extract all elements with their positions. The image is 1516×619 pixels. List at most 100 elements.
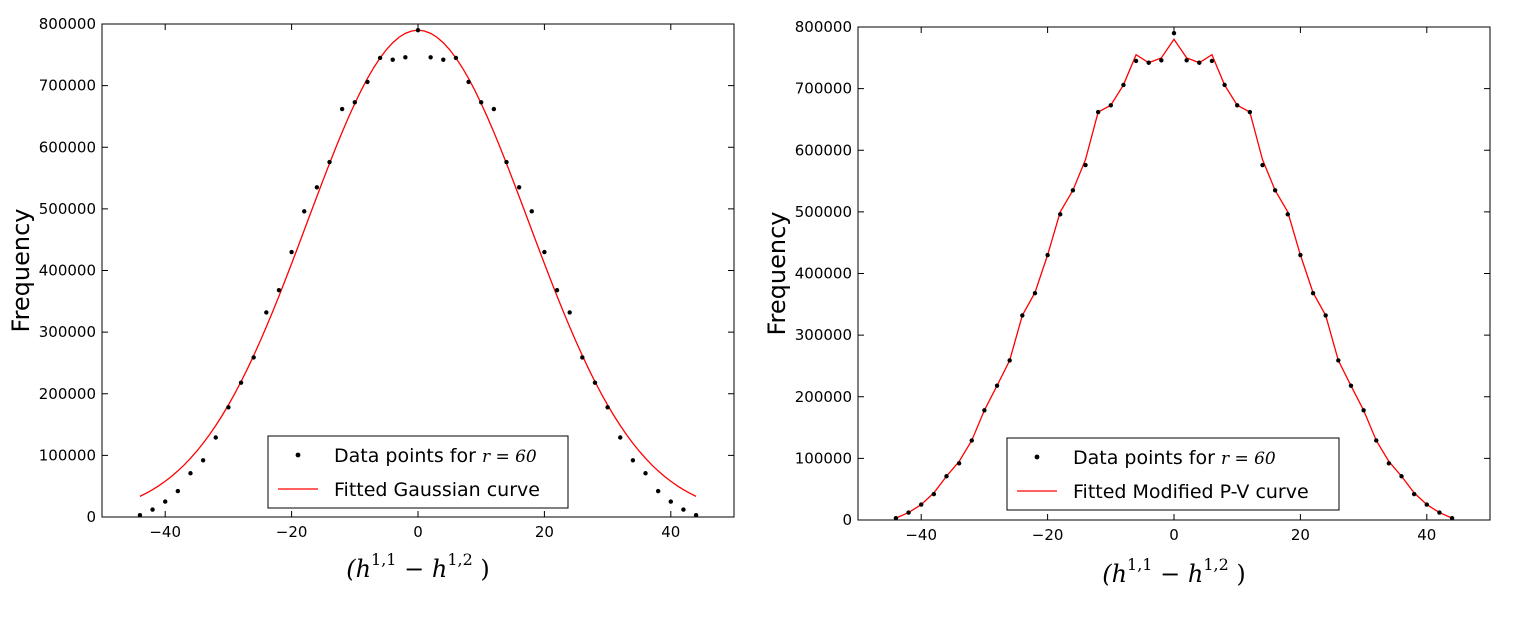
data-point bbox=[1285, 212, 1290, 217]
data-point bbox=[1020, 313, 1025, 318]
data-point bbox=[314, 185, 320, 190]
data-point bbox=[655, 488, 661, 494]
data-point bbox=[1260, 162, 1265, 168]
data-point bbox=[1310, 291, 1316, 296]
y-tick-label: 600000 bbox=[795, 141, 852, 159]
legend-label: Fitted Gaussian curve bbox=[334, 479, 540, 501]
x-tick-label: −40 bbox=[149, 523, 181, 541]
y-tick-label: 100000 bbox=[39, 446, 96, 464]
data-point bbox=[919, 502, 924, 507]
data-point bbox=[1399, 474, 1404, 479]
data-point bbox=[377, 55, 383, 61]
data-point bbox=[390, 57, 395, 62]
data-point bbox=[1121, 82, 1126, 88]
data-point bbox=[428, 55, 433, 60]
data-point bbox=[339, 106, 345, 112]
data-point bbox=[1222, 82, 1227, 88]
y-tick-label: 800000 bbox=[795, 18, 852, 36]
data-point bbox=[175, 488, 181, 494]
y-tick-label: 700000 bbox=[795, 80, 852, 98]
x-tick-label: −20 bbox=[1032, 526, 1064, 544]
data-point bbox=[1374, 438, 1379, 443]
data-point bbox=[1108, 103, 1114, 108]
y-tick-label: 300000 bbox=[39, 323, 96, 341]
data-point bbox=[1298, 252, 1303, 258]
data-point bbox=[453, 55, 459, 61]
x-axis-title: (h1,1 − h1,2 ) bbox=[346, 550, 490, 583]
data-point bbox=[542, 249, 547, 255]
y-tick-label: 500000 bbox=[39, 200, 96, 218]
data-point bbox=[1361, 408, 1366, 413]
data-point bbox=[264, 310, 269, 315]
data-point bbox=[302, 209, 307, 214]
data-point bbox=[643, 471, 648, 476]
data-point bbox=[251, 355, 256, 360]
data-point bbox=[1070, 188, 1076, 193]
data-point bbox=[554, 288, 560, 293]
data-point bbox=[1095, 109, 1101, 115]
data-point bbox=[969, 438, 974, 443]
data-point bbox=[906, 510, 911, 515]
data-point bbox=[491, 106, 497, 112]
data-point bbox=[1411, 491, 1417, 497]
data-point bbox=[1133, 58, 1139, 64]
data-point bbox=[150, 507, 155, 512]
y-axis-title: Frequency bbox=[7, 209, 35, 333]
legend: Data points for r = 60 Fitted Gaussian cur… bbox=[267, 435, 569, 509]
y-tick-label: 0 bbox=[842, 511, 852, 529]
data-point bbox=[956, 461, 962, 466]
y-tick-label: 200000 bbox=[795, 388, 852, 406]
data-point bbox=[415, 27, 421, 33]
data-point bbox=[137, 512, 143, 518]
data-point bbox=[994, 383, 1000, 388]
y-tick-label: 800000 bbox=[39, 15, 96, 33]
y-tick-label: 400000 bbox=[795, 265, 852, 283]
data-point bbox=[630, 458, 636, 463]
chart-2: 0 100000 200000 300000 400000 500000 600000 700… bbox=[763, 18, 1491, 588]
data-point bbox=[226, 405, 231, 410]
series-line bbox=[139, 29, 697, 497]
y-tick-label: 600000 bbox=[39, 138, 96, 156]
data-point bbox=[1348, 383, 1354, 388]
legend-box bbox=[1006, 437, 1340, 511]
data-point bbox=[618, 435, 623, 440]
legend-box bbox=[267, 435, 569, 509]
data-point bbox=[1058, 212, 1063, 217]
data-point bbox=[1083, 162, 1088, 168]
data-point bbox=[1336, 358, 1341, 363]
data-point bbox=[1247, 109, 1253, 115]
data-point bbox=[276, 288, 282, 293]
y-tick-label: 100000 bbox=[795, 449, 852, 467]
x-tick-label: 20 bbox=[1291, 526, 1310, 544]
x-tick-label: 40 bbox=[1417, 526, 1436, 544]
x-tick-label: 40 bbox=[661, 523, 680, 541]
data-point bbox=[1184, 58, 1189, 63]
data-point bbox=[200, 458, 206, 463]
plot-area bbox=[137, 27, 699, 518]
legend: Data points for r = 60 Fitted Modified P-V… bbox=[1006, 437, 1340, 511]
data-point bbox=[1171, 30, 1177, 36]
x-tick-label: 0 bbox=[413, 523, 423, 541]
data-point bbox=[529, 209, 534, 214]
data-point bbox=[1437, 510, 1442, 515]
data-point bbox=[479, 100, 484, 105]
data-point bbox=[944, 474, 949, 479]
data-point bbox=[327, 159, 332, 165]
legend-label: Data points for r = 60 bbox=[334, 445, 537, 467]
x-tick-label: −40 bbox=[905, 526, 937, 544]
data-point bbox=[1159, 58, 1164, 63]
data-point bbox=[1323, 313, 1328, 318]
x-tick-label: 0 bbox=[1169, 526, 1179, 544]
data-point bbox=[403, 55, 408, 60]
data-point bbox=[504, 159, 509, 165]
data-point bbox=[592, 380, 598, 385]
data-point bbox=[893, 515, 899, 521]
data-point bbox=[982, 408, 987, 413]
data-point bbox=[289, 249, 294, 255]
x-tick-label: 20 bbox=[535, 523, 554, 541]
data-point bbox=[1146, 60, 1151, 65]
legend-marker bbox=[1034, 454, 1040, 460]
x-tick-label: −20 bbox=[276, 523, 308, 541]
y-axis-title: Frequency bbox=[763, 212, 791, 336]
